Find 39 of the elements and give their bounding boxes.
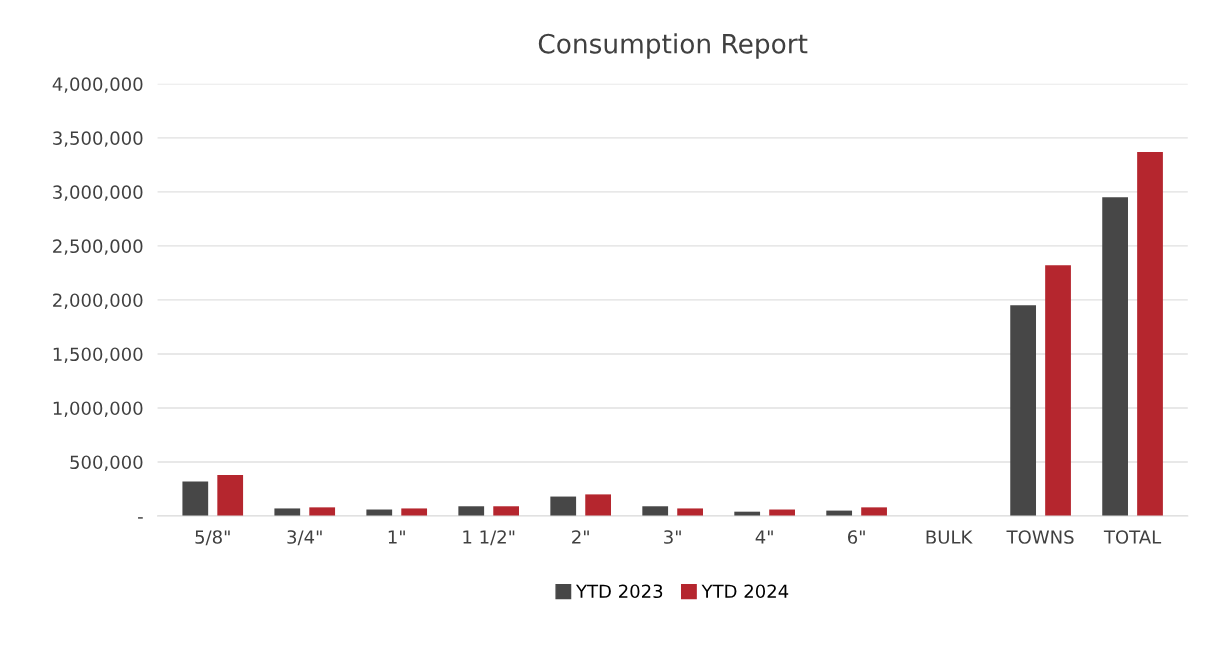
bar bbox=[309, 507, 336, 516]
bar bbox=[1045, 265, 1071, 516]
bar bbox=[550, 496, 577, 516]
x-tick-label: 5/8" bbox=[195, 530, 230, 546]
bar bbox=[458, 506, 485, 516]
y-tick-label: 3,000,000 bbox=[53, 185, 143, 201]
bar bbox=[493, 506, 520, 516]
bar bbox=[585, 494, 612, 516]
y-tick-label: 3,500,000 bbox=[53, 131, 143, 147]
y-tick-label: - bbox=[138, 517, 143, 519]
x-tick-label: BULK bbox=[926, 530, 973, 544]
y-tick-label: 1,000,000 bbox=[53, 401, 143, 417]
bar bbox=[677, 508, 703, 516]
x-tick-label: 3/4" bbox=[287, 530, 322, 546]
x-tick-label: 6" bbox=[847, 530, 865, 544]
bar bbox=[1137, 151, 1163, 516]
legend-label: YTD 2024 bbox=[701, 584, 789, 599]
y-tick-label: 1,500,000 bbox=[53, 347, 143, 363]
x-tick-label: 1 1/2" bbox=[463, 530, 515, 546]
bar bbox=[274, 508, 301, 516]
x-tick-label: TOWNS bbox=[1006, 530, 1074, 544]
bar bbox=[861, 507, 887, 516]
bar bbox=[182, 481, 209, 516]
bar bbox=[1102, 197, 1128, 516]
y-tick-label: 500,000 bbox=[70, 455, 143, 471]
y-tick-label: 4,000,000 bbox=[52, 77, 143, 93]
x-tick-label: TOTAL bbox=[1103, 530, 1162, 544]
x-tick-label: 1" bbox=[388, 530, 405, 544]
bar bbox=[217, 474, 244, 516]
y-tick-label: 2,000,000 bbox=[53, 293, 143, 309]
x-tick-label: 4" bbox=[755, 530, 773, 544]
y-tick-label: 2,500,000 bbox=[53, 239, 143, 255]
bar bbox=[642, 506, 669, 516]
bar bbox=[401, 508, 428, 516]
bar bbox=[1010, 305, 1037, 516]
legend-label: YTD 2023 bbox=[575, 584, 663, 599]
chart-title: Consumption Report bbox=[538, 33, 808, 59]
x-tick-label: 2" bbox=[572, 530, 589, 544]
x-tick-label: 3" bbox=[664, 530, 681, 544]
